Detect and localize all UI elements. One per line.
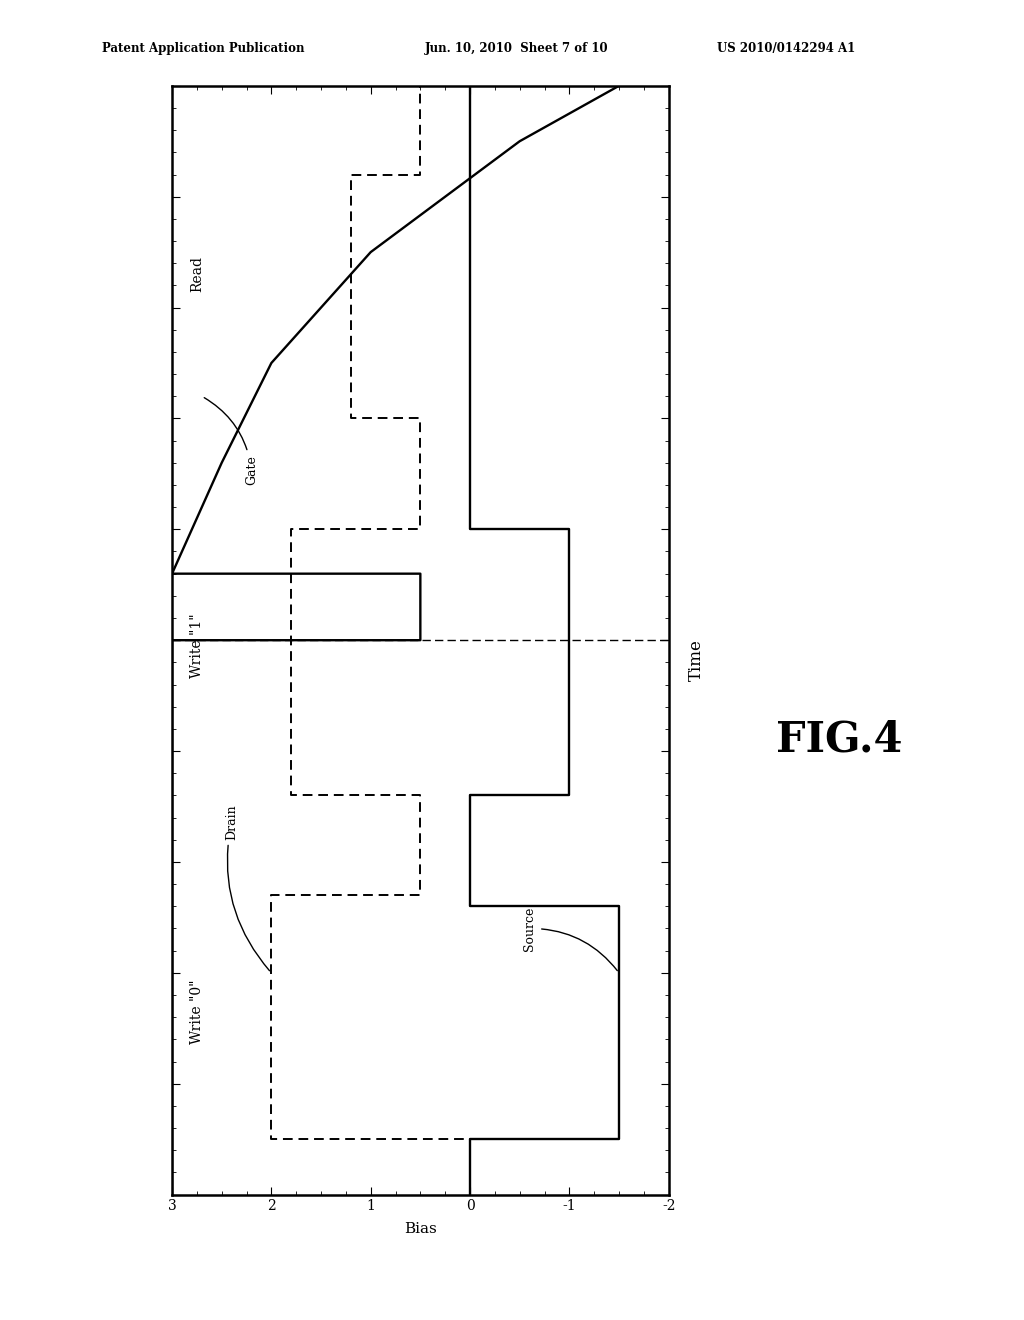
X-axis label: Bias: Bias [404, 1222, 436, 1236]
Text: Source: Source [523, 907, 617, 970]
Text: US 2010/0142294 A1: US 2010/0142294 A1 [717, 42, 855, 55]
Text: Time: Time [688, 639, 705, 681]
Text: Patent Application Publication: Patent Application Publication [102, 42, 305, 55]
Text: Gate: Gate [204, 397, 258, 484]
Text: Write "0": Write "0" [189, 979, 204, 1044]
Text: Read: Read [189, 256, 204, 292]
Text: Jun. 10, 2010  Sheet 7 of 10: Jun. 10, 2010 Sheet 7 of 10 [425, 42, 608, 55]
Text: Write "1": Write "1" [189, 614, 204, 678]
Text: Drain: Drain [225, 804, 269, 970]
Text: FIG.4: FIG.4 [776, 718, 903, 760]
